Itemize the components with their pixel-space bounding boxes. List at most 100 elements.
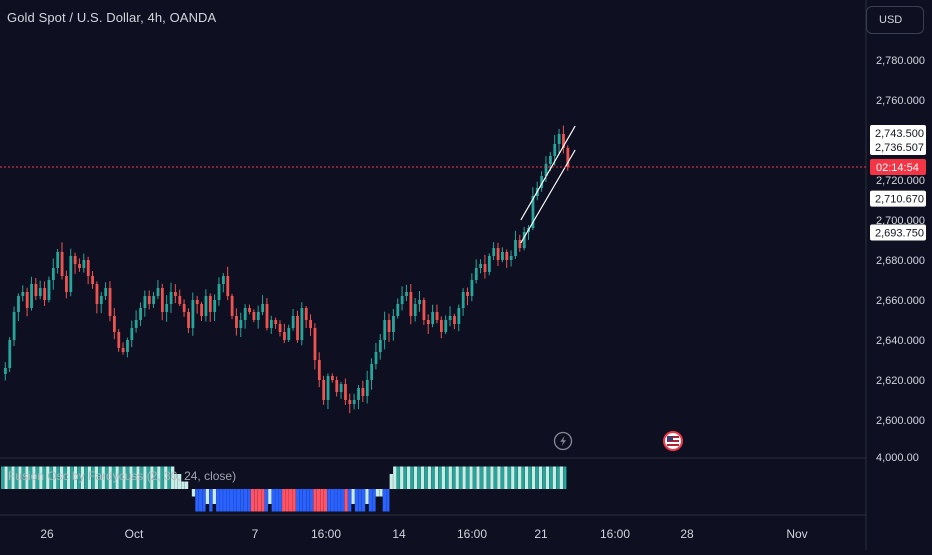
oscillator-bar [53,466,57,489]
oscillator-bar [278,489,282,512]
candle [108,288,112,316]
price-axis-tick: 2,640.000 [876,335,925,347]
oscillator-bar [282,489,286,512]
oscillator-bar [365,489,369,504]
oscillator-bar [146,466,151,489]
price-label: 2,710.670 [870,190,926,207]
oscillator-bar [181,481,185,489]
oscillator-bar [403,466,407,489]
candle [91,276,94,284]
price-label-box [870,138,926,155]
oscillator-bar [14,466,19,489]
price-label: 2,743.500 [870,125,926,141]
oscillator-bar [4,466,8,489]
candle [348,400,352,404]
candle [291,316,295,328]
candle [418,300,421,304]
candle [514,240,517,256]
oscillator-bar [77,466,81,489]
oscillator-bar [455,466,459,489]
oscillator-bar [389,474,393,489]
candle [208,296,212,312]
price-axis-tick: 2,600.000 [876,415,925,427]
oscillator-bar [164,466,168,489]
price-axis[interactable]: 2,600.000 2,620.000 2,640.000 2,660.000 2,68… [876,55,925,427]
price-label-text: 2,693.750 [875,228,924,240]
oscillator-bar [299,489,303,512]
candle [152,296,156,304]
oscillator-bar [337,489,341,512]
candle [278,324,282,332]
candle [453,316,456,324]
candle [331,376,334,380]
oscillator-bar [469,466,473,489]
oscillator-bar [372,489,376,512]
currency-button[interactable]: USD [866,6,924,34]
oscillator-bar [59,466,64,489]
oscillator-bar [504,466,508,489]
oscillator-bar [271,489,275,512]
candle [448,316,452,320]
oscillator-bar [125,466,130,489]
oscillator-bar [479,466,484,489]
oscillator-bar [226,489,230,512]
candle [104,288,108,296]
lightning-icon[interactable] [553,431,573,451]
price-label-box [870,190,926,207]
candle [265,304,269,328]
time-axis[interactable]: 26 Oct 7 16:00 14 16:00 21 16:00 28 Nov [40,527,807,541]
oscillator-bar [431,466,435,489]
price-axis-tick: 2,660.000 [876,295,925,307]
candle [235,316,238,328]
oscillator-bar [524,466,529,489]
oscillator-bar [358,489,362,512]
oscillator-bar [212,489,216,504]
candle [531,196,535,228]
candle [352,400,356,404]
oscillator-bar [493,466,498,489]
oscillator-bar [118,466,123,489]
candle [313,328,317,360]
candle [147,296,151,304]
candle [549,156,552,164]
oscillator-bar [132,466,137,489]
oscillator-bar [250,489,255,512]
rising-channel-drawing[interactable] [520,125,576,244]
candle [487,256,491,272]
candle [243,308,247,320]
candle [409,292,413,316]
oscillator-bar [511,466,515,489]
symbol-title[interactable]: Gold Spot / U.S. Dollar, 4h, OANDA [7,10,217,25]
oscillator-bar [240,489,244,512]
candle [470,280,474,296]
oscillator-bar [323,489,328,512]
time-axis-tick: 7 [252,527,259,541]
oscillator-bar [563,466,567,489]
candle [248,308,251,312]
candle [269,320,273,328]
oscillator-bar [438,466,442,489]
candle [400,296,404,304]
time-axis-tick: Nov [786,527,807,541]
price-axis-tick: 2,620.000 [876,375,925,387]
oscillator-bar [198,489,203,512]
candle [182,304,186,312]
oscillator-bar [393,466,397,489]
oscillator-bar [136,466,140,489]
candle [422,300,426,320]
candle [304,308,308,320]
candle [440,320,443,332]
us-flag-icon[interactable] [663,431,683,451]
oscillator-bar [216,489,220,512]
oscillator-bar [233,489,237,512]
oscillator-bar [459,466,463,489]
oscillator-bar [56,466,60,489]
oscillator-bar [25,466,29,489]
candle [4,368,7,374]
indicator-label[interactable]: Fusion Osc by Fardycuss (2, 30, 24, clos… [8,469,236,483]
oscillator-bar [289,489,293,512]
candle [426,320,430,324]
oscillator-bar [73,466,78,489]
